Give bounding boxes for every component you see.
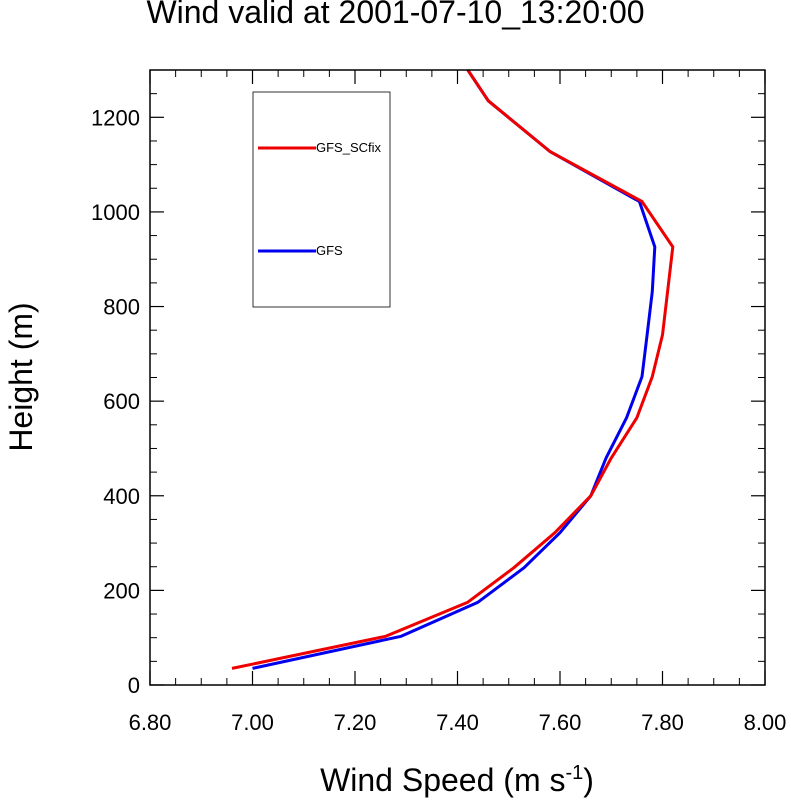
series-layer: [231, 69, 675, 670]
series-line-gfs-scfix: [231, 69, 675, 670]
x-tick-label: 7.20: [334, 710, 377, 735]
ticks-layer: 6.80 7.00 7.20 7.40 7.60 7.80 8.00 0 200 400 600 80…: [91, 69, 787, 735]
y-tick-label: 400: [103, 484, 140, 509]
x-tick-label: 7.40: [436, 710, 479, 735]
x-tick-label: 6.80: [129, 710, 172, 735]
x-tick-label: 7.80: [641, 710, 684, 735]
x-axis-title-close: ): [583, 762, 594, 798]
x-tick-label: 7.60: [539, 710, 582, 735]
y-tick-label: 0: [128, 673, 140, 698]
legend-label-gfs: GFS: [316, 243, 343, 258]
legend-box: [252, 91, 391, 308]
plot-frame: [149, 69, 766, 686]
x-tick-label: 7.00: [231, 710, 274, 735]
y-tick-label: 600: [103, 389, 140, 414]
legend: GFS_SCfix GFS: [252, 91, 391, 308]
y-tick-label: 1000: [91, 200, 140, 225]
x-tick-label: 8.00: [744, 710, 787, 735]
x-axis-title-main: Wind Speed (m s: [320, 762, 565, 798]
y-tick-label: 1200: [91, 105, 140, 130]
y-tick-label: 800: [103, 295, 140, 320]
chart-title: Wind valid at 2001-07-10_13:20:00: [146, 0, 645, 30]
y-tick-label: 200: [103, 578, 140, 603]
legend-label-gfs-scfix: GFS_SCfix: [316, 140, 382, 155]
x-axis-title: Wind Speed (m s-1): [320, 762, 594, 798]
y-axis-title: Height (m): [3, 302, 39, 451]
x-axis-title-superscript: -1: [565, 762, 583, 784]
